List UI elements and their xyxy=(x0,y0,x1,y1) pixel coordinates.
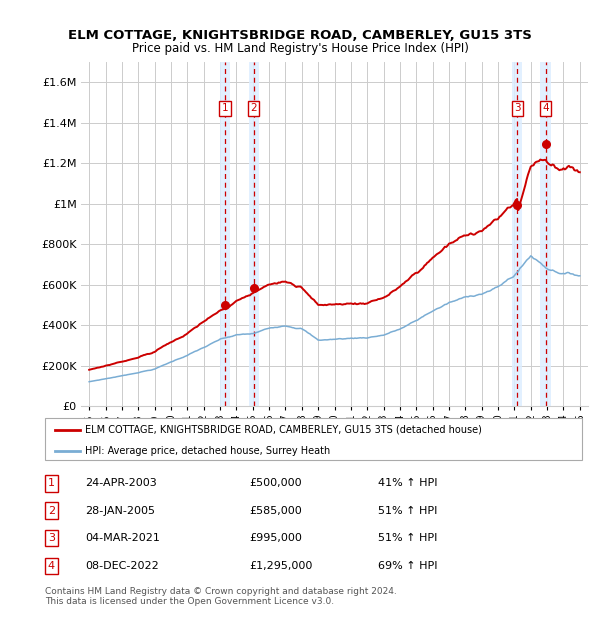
Text: 3: 3 xyxy=(48,533,55,542)
Text: 69% ↑ HPI: 69% ↑ HPI xyxy=(378,561,437,571)
Text: 51% ↑ HPI: 51% ↑ HPI xyxy=(378,533,437,542)
Text: ELM COTTAGE, KNIGHTSBRIDGE ROAD, CAMBERLEY, GU15 3TS (detached house): ELM COTTAGE, KNIGHTSBRIDGE ROAD, CAMBERL… xyxy=(85,425,482,435)
Text: 4: 4 xyxy=(542,104,549,113)
Text: £585,000: £585,000 xyxy=(249,505,302,516)
Text: 1: 1 xyxy=(48,479,55,489)
Bar xyxy=(512,62,523,406)
Text: 2: 2 xyxy=(251,104,257,113)
Text: Contains HM Land Registry data © Crown copyright and database right 2024.
This d: Contains HM Land Registry data © Crown c… xyxy=(45,587,397,606)
Text: 28-JAN-2005: 28-JAN-2005 xyxy=(85,505,155,516)
Text: 1: 1 xyxy=(222,104,229,113)
Text: HPI: Average price, detached house, Surrey Heath: HPI: Average price, detached house, Surr… xyxy=(85,446,331,456)
Bar xyxy=(248,62,259,406)
Text: 08-DEC-2022: 08-DEC-2022 xyxy=(85,561,159,571)
Text: 04-MAR-2021: 04-MAR-2021 xyxy=(85,533,160,542)
Text: 4: 4 xyxy=(48,561,55,571)
Bar xyxy=(220,62,230,406)
Text: £995,000: £995,000 xyxy=(249,533,302,542)
Text: ELM COTTAGE, KNIGHTSBRIDGE ROAD, CAMBERLEY, GU15 3TS: ELM COTTAGE, KNIGHTSBRIDGE ROAD, CAMBERL… xyxy=(68,30,532,42)
FancyBboxPatch shape xyxy=(45,418,582,460)
Text: 2: 2 xyxy=(48,505,55,516)
Text: Price paid vs. HM Land Registry's House Price Index (HPI): Price paid vs. HM Land Registry's House … xyxy=(131,42,469,55)
Text: 24-APR-2003: 24-APR-2003 xyxy=(85,479,157,489)
Text: 41% ↑ HPI: 41% ↑ HPI xyxy=(378,479,437,489)
Bar xyxy=(541,62,551,406)
Text: £1,295,000: £1,295,000 xyxy=(249,561,313,571)
Text: £500,000: £500,000 xyxy=(249,479,302,489)
Text: 3: 3 xyxy=(514,104,520,113)
Text: 51% ↑ HPI: 51% ↑ HPI xyxy=(378,505,437,516)
